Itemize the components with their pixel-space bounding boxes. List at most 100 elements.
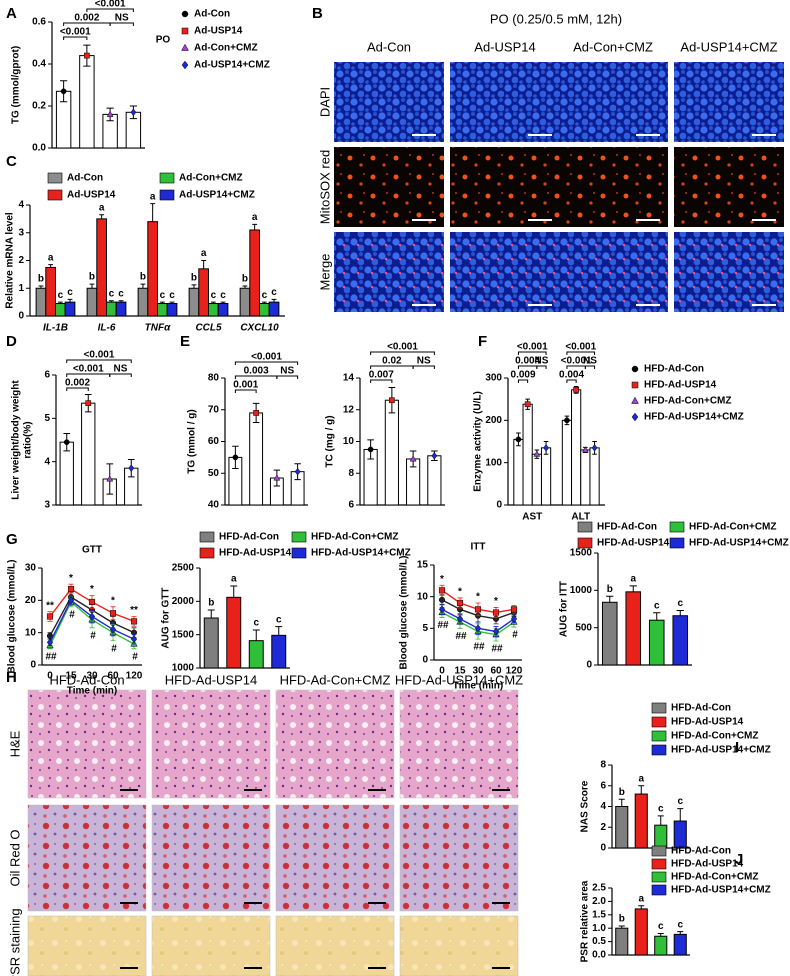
- legend-label: HFD-Ad-Con+CMZ: [671, 872, 758, 883]
- y-tick-label: 5: [422, 623, 428, 634]
- significance-mark: #: [69, 609, 75, 620]
- y-tick-label: 0: [30, 660, 36, 671]
- legend-swatch: [651, 871, 667, 883]
- significance-letter: b: [242, 274, 248, 285]
- data-point: [85, 400, 92, 407]
- p-value: 0.02: [382, 356, 402, 367]
- error-bar: [638, 785, 645, 795]
- bar: [79, 55, 95, 149]
- significance-bracket: [517, 351, 547, 355]
- y-tick-label: 6: [44, 370, 50, 381]
- y-tick-label: 70: [208, 404, 220, 415]
- data-point: [409, 455, 417, 462]
- significance-letter: a: [630, 573, 636, 584]
- bar: [259, 303, 270, 317]
- data-point: [533, 450, 541, 457]
- y-tick-label: 2: [18, 255, 24, 266]
- x-tick-label: 120: [126, 671, 143, 682]
- legend-swatch: [651, 845, 667, 857]
- row-label: Merge: [317, 254, 332, 291]
- legend-label: HFD-Ad-USP14+CMZ: [644, 412, 744, 423]
- p-value: 0.004: [515, 356, 540, 367]
- significance-mark: *: [440, 574, 444, 585]
- panel-title: PO (0.25/0.5 mM, 12h): [490, 11, 622, 26]
- legend-label: Ad-Con+CMZ: [179, 173, 243, 184]
- micrograph: [27, 915, 147, 976]
- micrograph: [674, 232, 784, 312]
- significance-bracket: [86, 8, 134, 12]
- data-point: [109, 625, 117, 634]
- error-bar: [108, 300, 114, 303]
- data-point: [543, 444, 549, 452]
- data-point: [130, 618, 138, 625]
- significance-letter: a: [638, 893, 644, 904]
- significance-bracket: [234, 389, 257, 393]
- legend-swatch: [577, 521, 593, 533]
- legend-swatch: [651, 744, 667, 756]
- significance-mark: *: [69, 573, 73, 584]
- legend-marker: [181, 43, 189, 51]
- legend-swatch: [47, 189, 63, 201]
- significance-bracket: [517, 379, 529, 383]
- p-value: 0.007: [369, 370, 394, 381]
- significance-letter: a: [231, 574, 237, 585]
- bar: [531, 453, 542, 506]
- y-tick-label: 3: [44, 500, 50, 511]
- significance-bracket: [234, 361, 299, 365]
- panel-letter: I: [735, 739, 739, 756]
- legend-label: HFD-Ad-USP14+CMZ: [671, 745, 771, 756]
- p-value: NS: [115, 13, 129, 24]
- column-label: HFD-Ad-USP14+CMZ: [395, 672, 523, 687]
- legend-swatch: [291, 531, 307, 543]
- error-bar: [629, 585, 637, 592]
- data-point: [109, 610, 117, 617]
- error-bar: [261, 301, 267, 304]
- significance-mark: ##: [455, 631, 467, 642]
- legend-marker: [631, 381, 639, 389]
- y-tick-label: 0.5: [592, 936, 606, 947]
- column-label: HFD-Ad-USP14: [165, 672, 257, 687]
- panel-letter: A: [6, 5, 17, 22]
- legend-label: HFD-Ad-USP14+CMZ: [311, 548, 411, 559]
- p-value: <0.001: [251, 352, 282, 363]
- error-bar: [210, 301, 216, 304]
- legend-swatch: [199, 547, 215, 559]
- bar: [589, 447, 600, 506]
- significance-letter: c: [658, 921, 664, 932]
- bar: [59, 441, 74, 506]
- y-axis-label: NAS Score: [580, 780, 591, 832]
- significance-bracket: [66, 359, 132, 363]
- micrograph: [334, 147, 444, 227]
- legend-label: Ad-Con: [194, 9, 230, 20]
- y-tick-label: 6: [348, 500, 354, 511]
- micrograph: [151, 804, 271, 912]
- y-tick-label: 5: [44, 413, 50, 424]
- legend-marker: [631, 365, 639, 373]
- bar: [35, 287, 47, 317]
- data-point: [46, 638, 54, 647]
- y-tick-label: 8: [600, 760, 606, 771]
- micrograph: [450, 147, 560, 227]
- legend-label: Ad-USP14+CMZ: [179, 190, 255, 201]
- row-label: DAPI: [317, 87, 332, 117]
- p-value: <0.001: [95, 0, 126, 10]
- data-point: [438, 605, 446, 614]
- bar: [634, 908, 648, 956]
- significance-mark: ##: [45, 651, 57, 662]
- significance-bracket: [370, 379, 393, 383]
- y-tick-label: 50: [208, 468, 220, 479]
- y-tick-label: 500: [575, 622, 592, 633]
- x-tick-label: CCL5: [195, 323, 222, 334]
- significance-letter: c: [58, 290, 64, 301]
- significance-letter: b: [191, 273, 197, 284]
- p-value: 0.002: [65, 378, 90, 389]
- y-axis-label: Blood glucose (mmol/L): [399, 556, 410, 670]
- data-point: [60, 88, 67, 95]
- error-bar: [57, 301, 63, 304]
- data-point: [88, 598, 96, 606]
- significance-bracket: [566, 379, 577, 383]
- significance-mark: #: [512, 630, 518, 641]
- y-tick-label: 10: [343, 436, 355, 447]
- x-tick-label: 15: [454, 666, 466, 677]
- significance-letter: c: [658, 803, 664, 814]
